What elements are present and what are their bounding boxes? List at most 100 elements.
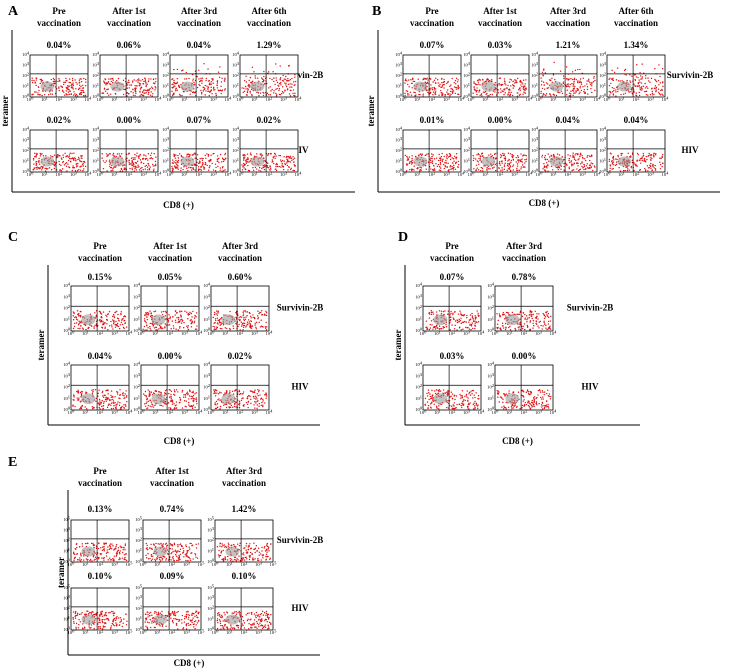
- dot: [68, 78, 71, 80]
- dot: [225, 406, 228, 409]
- dot: [418, 93, 420, 96]
- dot: [141, 166, 143, 169]
- dot: [221, 77, 223, 80]
- tick-exponent: 1: [419, 171, 421, 176]
- x-tick-label: 102: [429, 96, 436, 103]
- dot: [579, 168, 581, 171]
- dot: [544, 316, 547, 318]
- dot: [584, 158, 586, 160]
- dot: [473, 320, 475, 323]
- tick-exponent: 0: [400, 93, 403, 98]
- dot: [229, 406, 232, 409]
- dot: [216, 80, 219, 82]
- dot: [120, 167, 123, 170]
- dot: [568, 161, 571, 164]
- y-tick-label: 100: [599, 93, 607, 100]
- dot: [439, 158, 442, 160]
- dot: [180, 310, 183, 313]
- dot: [512, 80, 514, 83]
- dot: [523, 91, 525, 93]
- dot: [94, 389, 97, 391]
- dot: [425, 320, 428, 322]
- dot: [150, 312, 152, 315]
- tick-exponent: 3: [237, 136, 240, 141]
- dot: [432, 91, 435, 93]
- tick-base: 10: [487, 306, 492, 311]
- dot: [650, 77, 653, 80]
- dot: [212, 169, 215, 171]
- dot: [501, 169, 504, 171]
- dot: [93, 326, 95, 328]
- dot: [42, 155, 45, 157]
- tick-exponent: 1: [208, 315, 210, 320]
- dot: [57, 156, 59, 158]
- dot: [414, 156, 417, 158]
- tick-base: 10: [203, 283, 208, 288]
- dot: [154, 86, 156, 88]
- percentage: 0.04%: [624, 115, 649, 125]
- y-tick-label: 101: [63, 394, 70, 401]
- dot: [118, 327, 121, 330]
- dot: [252, 166, 254, 169]
- dot: [150, 329, 152, 331]
- dot: [476, 160, 478, 162]
- y-tick-label: 103: [203, 372, 211, 379]
- dot: [104, 322, 106, 324]
- dot: [136, 79, 139, 81]
- column-header: Pre: [445, 241, 458, 251]
- dot: [573, 157, 575, 159]
- dot: [219, 399, 221, 402]
- dot: [170, 328, 172, 330]
- dot: [616, 86, 618, 89]
- tick-base: 10: [111, 410, 116, 415]
- tick-exponent: 2: [453, 330, 455, 335]
- dot: [169, 317, 171, 320]
- dot: [261, 80, 264, 83]
- dot: [244, 168, 247, 171]
- dot: [520, 153, 522, 155]
- dot: [78, 315, 80, 317]
- dot: [406, 163, 409, 165]
- dot: [99, 408, 101, 410]
- dot: [128, 161, 130, 164]
- dot: [149, 322, 152, 325]
- dot: [118, 319, 120, 322]
- dot: [453, 318, 455, 321]
- dot: [512, 87, 514, 89]
- dot: [497, 326, 499, 329]
- dot: [468, 321, 470, 323]
- dot: [568, 166, 570, 168]
- dot: [438, 328, 440, 330]
- tick-exponent: 4: [68, 361, 71, 366]
- dot: [408, 156, 411, 158]
- dot: [655, 88, 657, 90]
- flow-dots: [213, 389, 268, 410]
- dot: [639, 89, 642, 91]
- dot: [266, 164, 268, 167]
- dot: [104, 90, 107, 92]
- tick-base: 10: [531, 84, 536, 89]
- dot: [133, 170, 136, 172]
- percentage: 0.07%: [440, 272, 465, 282]
- dot: [161, 313, 164, 316]
- dot: [519, 322, 521, 324]
- dot: [449, 90, 452, 93]
- tick-base: 10: [97, 331, 102, 336]
- dot: [58, 79, 61, 82]
- y-tick-label: 101: [232, 157, 239, 164]
- tick-exponent: 3: [285, 171, 288, 176]
- dot: [589, 159, 591, 162]
- dot: [525, 154, 527, 157]
- tick-base: 10: [82, 331, 87, 336]
- dot: [201, 80, 203, 82]
- tick-exponent: 4: [97, 126, 100, 131]
- dot: [186, 311, 188, 313]
- dot: [224, 77, 226, 79]
- dot: [500, 156, 502, 159]
- dot: [610, 153, 612, 155]
- y-tick-label: 100: [395, 168, 403, 175]
- dot: [168, 314, 170, 316]
- dot: [504, 88, 506, 90]
- tick-exponent: 2: [433, 171, 435, 176]
- tick-exponent: 1: [46, 171, 48, 176]
